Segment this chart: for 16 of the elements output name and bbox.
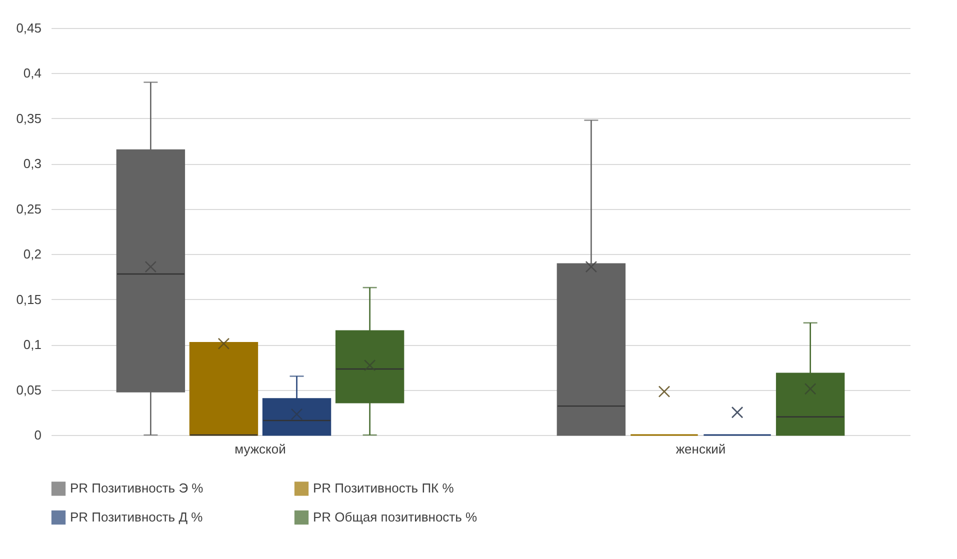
- legend-label: PR Позитивность Д %: [70, 510, 204, 524]
- legend-label: PR Позитивность ПК %: [313, 480, 454, 496]
- y-tick-label: 0,15: [16, 292, 42, 307]
- legend-label: PR Общая позитивность %: [313, 510, 478, 524]
- y-tick-label: 0,45: [16, 20, 42, 36]
- x-tick-label: мужской: [234, 442, 286, 456]
- y-tick-label: 0,4: [23, 66, 42, 81]
- y-tick-label: 0: [34, 428, 42, 442]
- legend-label: PR Позитивность Э %: [70, 480, 204, 496]
- x-tick-label: женский: [676, 442, 726, 456]
- y-tick-label: 0,2: [23, 246, 42, 262]
- y-tick-label: 0,1: [23, 337, 42, 352]
- y-tick-label: 0,05: [16, 382, 42, 398]
- y-tick-label: 0,35: [16, 110, 42, 126]
- y-tick-label: 0,25: [16, 201, 42, 216]
- y-tick-label: 0,3: [23, 156, 42, 172]
